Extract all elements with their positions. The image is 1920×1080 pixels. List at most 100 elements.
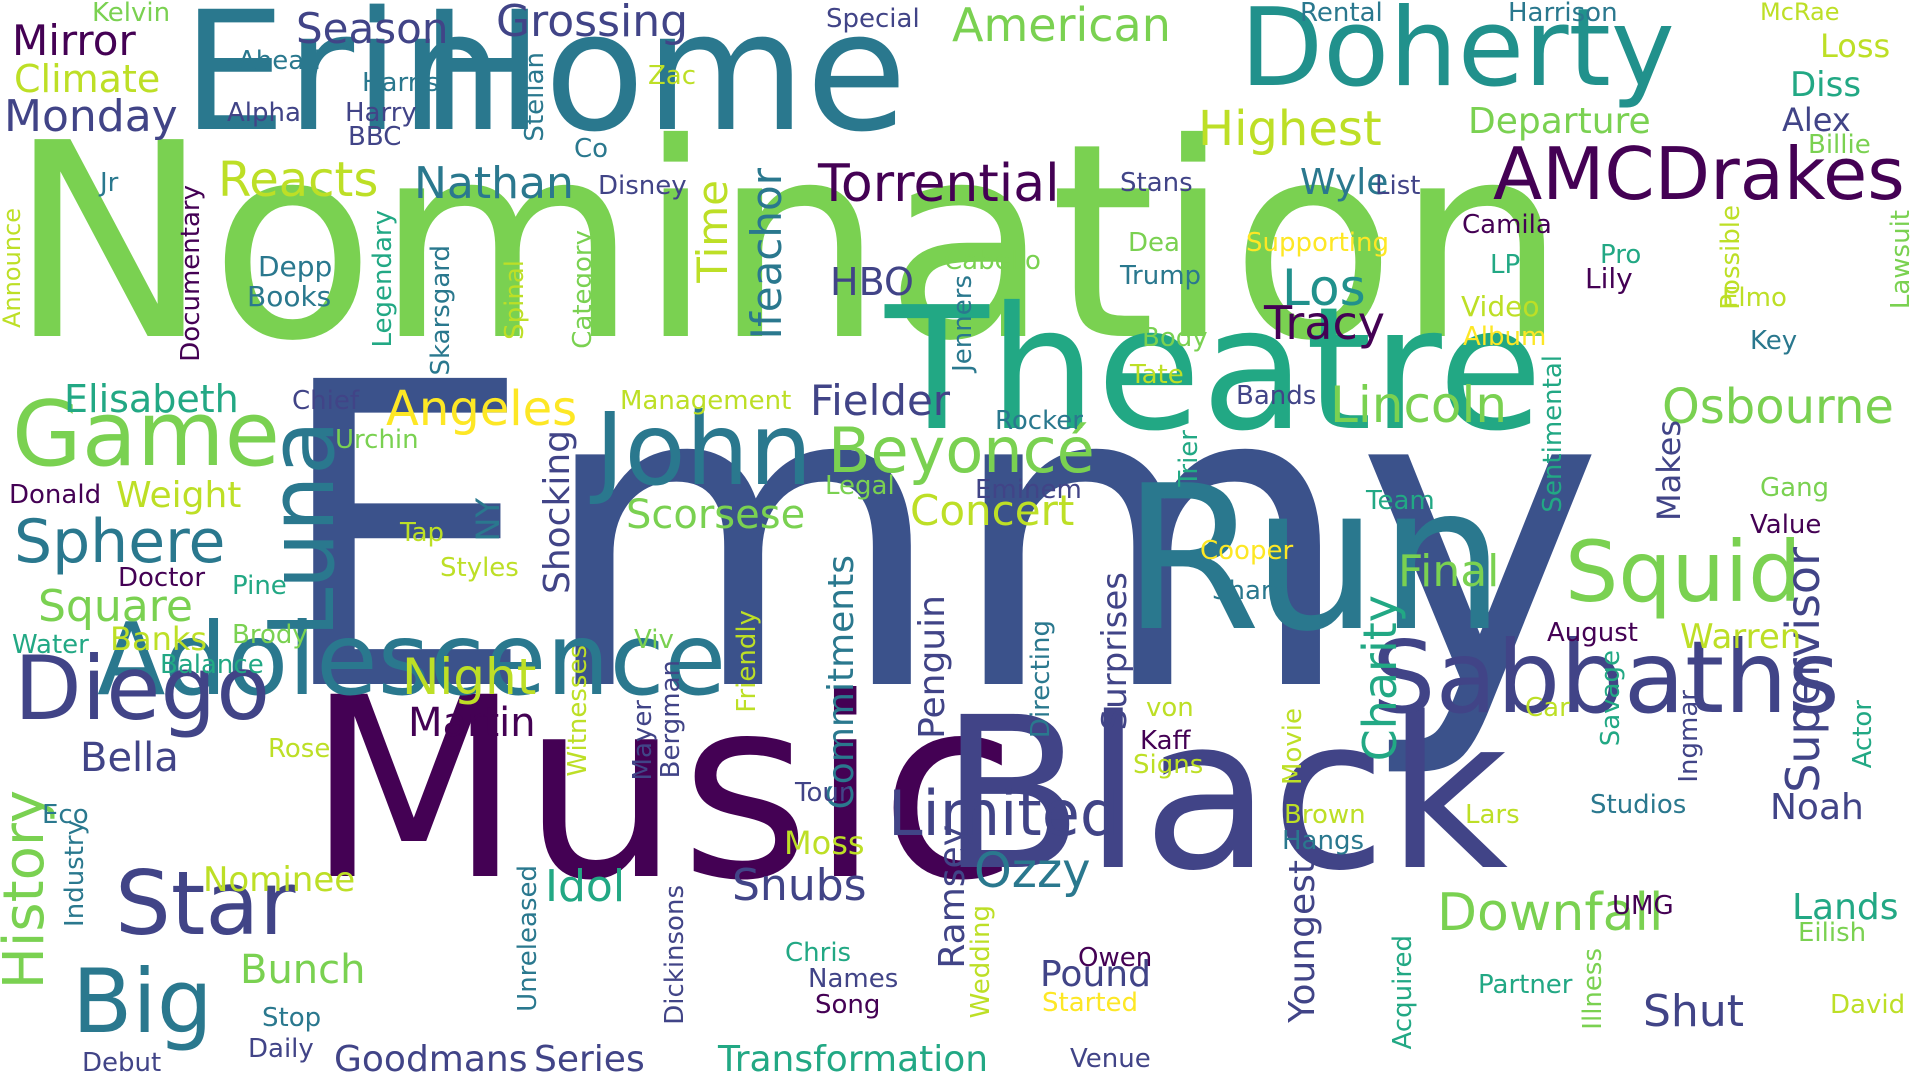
word-skarsgard: Skarsgard <box>426 245 456 376</box>
word-deal: Deal <box>1128 228 1188 258</box>
word-surprises: Surprises <box>1095 572 1135 731</box>
word-savage: Savage <box>1596 650 1626 747</box>
word-dickinsons: Dickinsons <box>660 885 690 1025</box>
word-von: von <box>1146 693 1194 723</box>
word-scorsese: Scorsese <box>626 492 806 538</box>
word-torrential: Torrential <box>818 154 1060 214</box>
word-stellan: Stellan <box>520 52 550 142</box>
word-names: Names <box>808 964 899 994</box>
word-david: David <box>1830 990 1906 1020</box>
word-industry: Industry <box>60 820 90 927</box>
word-concert: Concert <box>910 486 1075 535</box>
word-acquired: Acquired <box>1388 935 1418 1050</box>
word-lawsuit: Lawsuit <box>1886 210 1916 310</box>
word-banks: Banks <box>110 620 208 658</box>
word-hangs: Hangs <box>1282 826 1365 856</box>
word-mayer: Mayer <box>628 700 658 781</box>
word-music: Music <box>306 644 1018 935</box>
word-co: Co <box>574 134 609 164</box>
word-actor: Actor <box>1848 700 1878 769</box>
word-idol: Idol <box>545 861 626 912</box>
word-ingmar: Ingmar <box>1674 690 1704 783</box>
word-share: Share <box>1212 576 1288 606</box>
word-hbo: HBO <box>830 260 914 304</box>
word-nathan: Nathan <box>414 158 574 209</box>
word-sentimental: Sentimental <box>1538 355 1568 513</box>
word-umg: UMG <box>1612 891 1674 921</box>
word-movie: Movie <box>1278 708 1308 785</box>
word-goodmans: Goodmans <box>334 1039 528 1080</box>
word-harrison: Harrison <box>1508 0 1618 28</box>
word-team: Team <box>1366 486 1435 516</box>
word-youngest: Youngest <box>1282 860 1323 1023</box>
word-night: Night <box>402 648 537 706</box>
word-zac: Zac <box>648 61 697 91</box>
word-special: Special <box>826 4 920 34</box>
word-nomination: Nomination <box>8 85 1567 400</box>
word-run: Run <box>1122 443 1506 676</box>
word-theatre: Theatre <box>885 271 1543 469</box>
word-announce: Announce <box>0 208 26 328</box>
word-sphere: Sphere <box>14 507 226 577</box>
word-snubs: Snubs <box>732 860 867 911</box>
word-ozzy: Ozzy <box>974 843 1091 899</box>
word-stans: Stans <box>1120 168 1193 198</box>
word-star: Star <box>115 852 296 955</box>
word-home: Home <box>420 0 908 168</box>
word-documentary: Documentary <box>176 185 206 362</box>
word-angeles: Angeles <box>386 381 578 437</box>
word-lars: Lars <box>1465 800 1520 830</box>
word-category: Category <box>568 230 598 349</box>
word-brody: Brody <box>232 620 308 650</box>
word-styles: Styles <box>440 553 519 583</box>
word-eilish: Eilish <box>1798 918 1867 948</box>
word-square: Square <box>38 581 193 632</box>
word-loss: Loss <box>1820 27 1891 65</box>
word-black: Black <box>940 672 1509 917</box>
word-weight: Weight <box>116 475 242 516</box>
word-alex: Alex <box>1782 101 1851 139</box>
word-mcrae: McRae <box>1760 0 1840 26</box>
word-big: Big <box>72 950 213 1053</box>
word-eco: Eco <box>42 800 89 830</box>
word-doctor: Doctor <box>118 563 206 593</box>
word-possible: Possible <box>1716 205 1746 310</box>
word-legal: Legal <box>825 471 895 501</box>
word-nominee: Nominee <box>203 860 356 900</box>
word-ny: NY <box>469 498 507 542</box>
word-grossing: Grossing <box>496 0 689 47</box>
word-song: Song <box>815 990 881 1020</box>
word-fielder: Fielder <box>810 376 951 425</box>
word-stop: Stop <box>262 1003 322 1033</box>
word-management: Management <box>620 386 792 416</box>
word-rental: Rental <box>1300 0 1383 28</box>
word-signs: Signs <box>1133 750 1204 780</box>
word-owen: Owen <box>1078 943 1153 973</box>
word-diego: Diego <box>14 637 271 740</box>
word-car: Car <box>1525 693 1570 723</box>
word-final: Final <box>1398 546 1500 597</box>
word-shocking: Shocking <box>537 430 578 595</box>
word-harris: Harris <box>362 68 440 98</box>
word-chris: Chris <box>785 938 852 968</box>
word-mirror: Mirror <box>12 16 136 65</box>
word-daily: Daily <box>248 1034 314 1064</box>
word-witnesses: Witnesses <box>563 645 593 777</box>
word-lincoln: Lincoln <box>1330 376 1508 434</box>
word-transformation: Transformation <box>718 1039 989 1080</box>
word-pine: Pine <box>232 571 287 601</box>
word-alpha: Alpha <box>227 98 301 128</box>
word-lands: Lands <box>1792 887 1899 928</box>
word-moss: Moss <box>784 824 865 862</box>
word-warren: Warren <box>1680 617 1802 657</box>
word-limited: Limited <box>888 777 1120 850</box>
word-studios: Studios <box>1590 790 1687 820</box>
word-unreleased: Unreleased <box>513 865 543 1012</box>
word-wyle: Wyle <box>1300 162 1389 203</box>
word-pound: Pound <box>1040 954 1151 995</box>
word-bands: Bands <box>1236 381 1317 411</box>
word-makes: Makes <box>1650 420 1688 521</box>
word-amcdrakes: AMCDrakes <box>1493 132 1905 216</box>
word-debut: Debut <box>82 1048 162 1078</box>
